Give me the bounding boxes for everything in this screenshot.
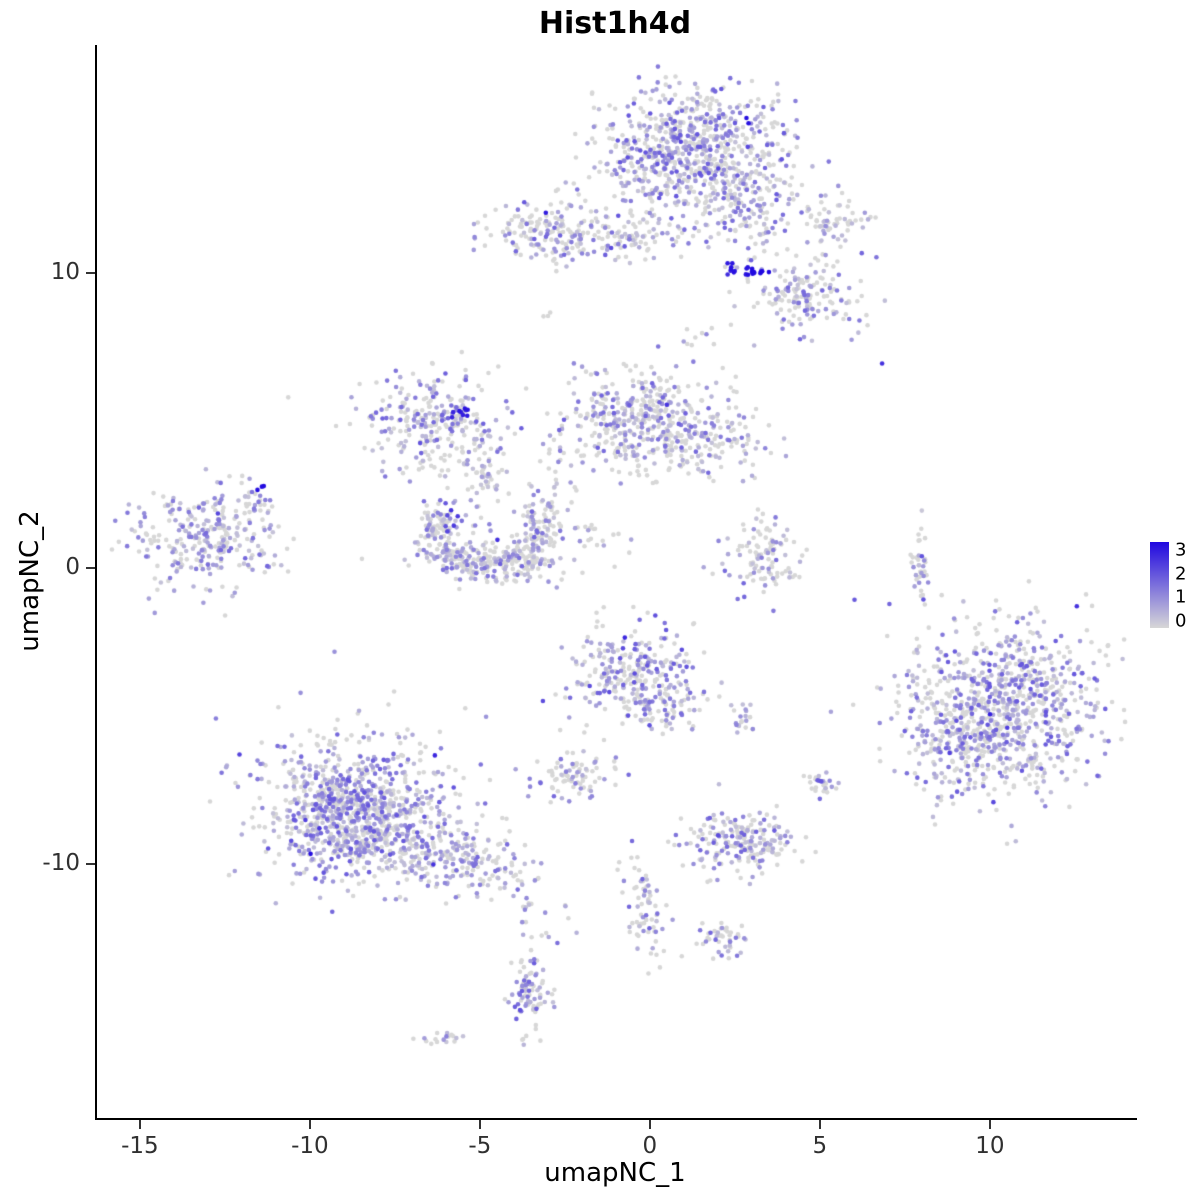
y-tick-label: 10 xyxy=(50,258,80,285)
chart-title: Hist1h4d xyxy=(538,6,692,41)
colorbar-tick-label: 0 xyxy=(1175,610,1187,631)
x-axis-title: umapNC_1 xyxy=(544,1158,686,1188)
colorbar-tick-label: 1 xyxy=(1175,586,1187,608)
x-tick-label: 0 xyxy=(642,1133,658,1159)
scatter-points-canvas xyxy=(97,45,1137,1118)
y-tick-mark xyxy=(86,862,95,865)
x-tick-label: -15 xyxy=(121,1133,159,1159)
x-tick-label: 5 xyxy=(812,1133,828,1159)
colorbar-tick-label: 2 xyxy=(1175,563,1187,584)
y-tick-mark xyxy=(86,271,95,274)
colorbar-gradient xyxy=(1150,542,1169,628)
y-tick-label: 0 xyxy=(65,554,80,581)
x-tick-mark xyxy=(478,1120,481,1129)
x-tick-mark xyxy=(648,1120,651,1129)
x-tick-mark xyxy=(308,1120,311,1129)
y-tick-mark xyxy=(86,567,95,570)
x-tick-label: -5 xyxy=(468,1133,492,1159)
y-tick-label: -10 xyxy=(42,849,80,876)
y-axis-title: umapNC_2 xyxy=(15,510,45,652)
x-tick-mark xyxy=(818,1120,821,1129)
plot-area xyxy=(95,45,1137,1120)
x-tick-label: 10 xyxy=(975,1133,1005,1159)
x-tick-mark xyxy=(138,1120,141,1129)
x-axis: -15 -10 -5 0 5 10 xyxy=(95,1120,1135,1170)
x-tick-label: -10 xyxy=(291,1133,329,1159)
y-axis: -10 0 10 xyxy=(0,45,95,1118)
x-tick-mark xyxy=(988,1120,991,1129)
colorbar-tick-label: 3 xyxy=(1175,539,1187,561)
